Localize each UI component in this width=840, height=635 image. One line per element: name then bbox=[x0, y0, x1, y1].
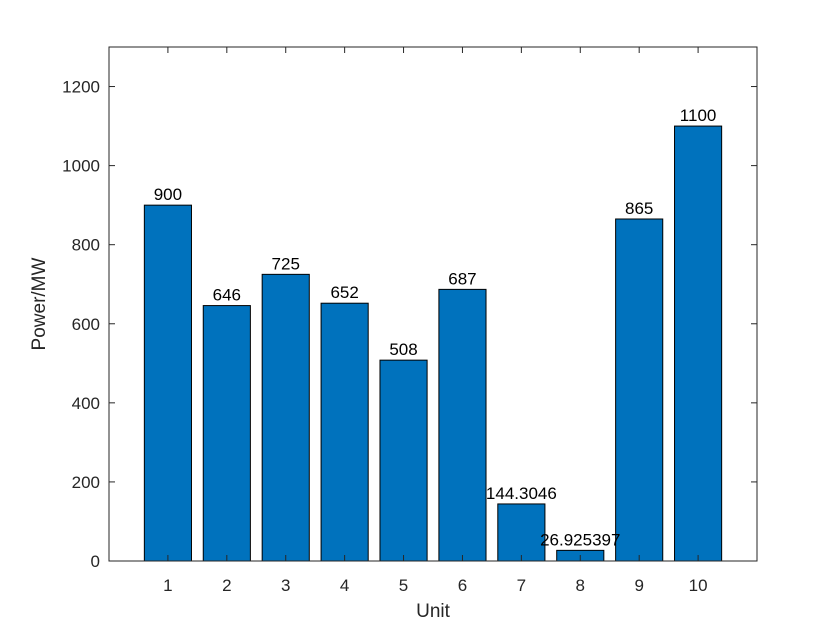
bar-unit-1 bbox=[143, 204, 192, 562]
data-label-unit-2: 646 bbox=[213, 286, 241, 305]
bars bbox=[143, 125, 723, 562]
y-tick-label: 0 bbox=[91, 552, 100, 571]
x-axis-ticks: 1 2 3 4 5 6 7 8 9 10 bbox=[163, 47, 708, 595]
bar-unit-10 bbox=[674, 125, 723, 562]
data-label-unit-6: 687 bbox=[448, 269, 476, 288]
y-tick-label: 400 bbox=[72, 394, 100, 413]
x-axis-label: Unit bbox=[416, 601, 451, 622]
x-tick-label: 5 bbox=[399, 576, 408, 595]
data-label-unit-3: 725 bbox=[272, 254, 300, 273]
x-tick-label: 3 bbox=[281, 576, 290, 595]
axes bbox=[108, 46, 758, 562]
data-label-unit-8: 26.925397 bbox=[540, 530, 620, 549]
bar-unit-4 bbox=[320, 302, 369, 562]
y-tick-label: 1000 bbox=[62, 157, 100, 176]
bar-unit-5 bbox=[379, 359, 428, 562]
data-label-unit-7: 144.3046 bbox=[486, 484, 557, 503]
bar-unit-7 bbox=[497, 503, 546, 562]
plot-area-frame bbox=[108, 46, 758, 562]
x-tick-label: 9 bbox=[634, 576, 643, 595]
x-tick-label: 4 bbox=[340, 576, 349, 595]
data-label-unit-10: 1100 bbox=[680, 106, 717, 125]
bar-unit-9 bbox=[615, 218, 664, 562]
y-axis-ticks: 0 200 400 600 800 1000 1200 bbox=[62, 78, 757, 571]
data-label-unit-4: 652 bbox=[330, 283, 358, 302]
y-tick-label: 800 bbox=[72, 236, 100, 255]
bar-unit-2 bbox=[202, 305, 251, 562]
data-label-unit-9: 865 bbox=[625, 199, 653, 218]
bar-unit-3 bbox=[261, 273, 310, 562]
y-tick-label: 600 bbox=[72, 315, 100, 334]
x-tick-label: 8 bbox=[576, 576, 585, 595]
y-axis-label: Power/MW bbox=[29, 257, 50, 350]
x-tick-label: 10 bbox=[689, 576, 708, 595]
data-label-unit-5: 508 bbox=[389, 340, 417, 359]
y-tick-label: 200 bbox=[72, 473, 100, 492]
x-tick-label: 1 bbox=[163, 576, 172, 595]
x-tick-label: 6 bbox=[458, 576, 467, 595]
x-tick-label: 7 bbox=[517, 576, 526, 595]
y-tick-label: 1200 bbox=[62, 78, 100, 97]
data-labels: 900 646 725 652 508 687 144.3046 26.925397 865 11… bbox=[154, 106, 717, 549]
bar-unit-6 bbox=[438, 288, 487, 562]
data-label-unit-1: 900 bbox=[154, 185, 182, 204]
x-tick-label: 2 bbox=[222, 576, 231, 595]
